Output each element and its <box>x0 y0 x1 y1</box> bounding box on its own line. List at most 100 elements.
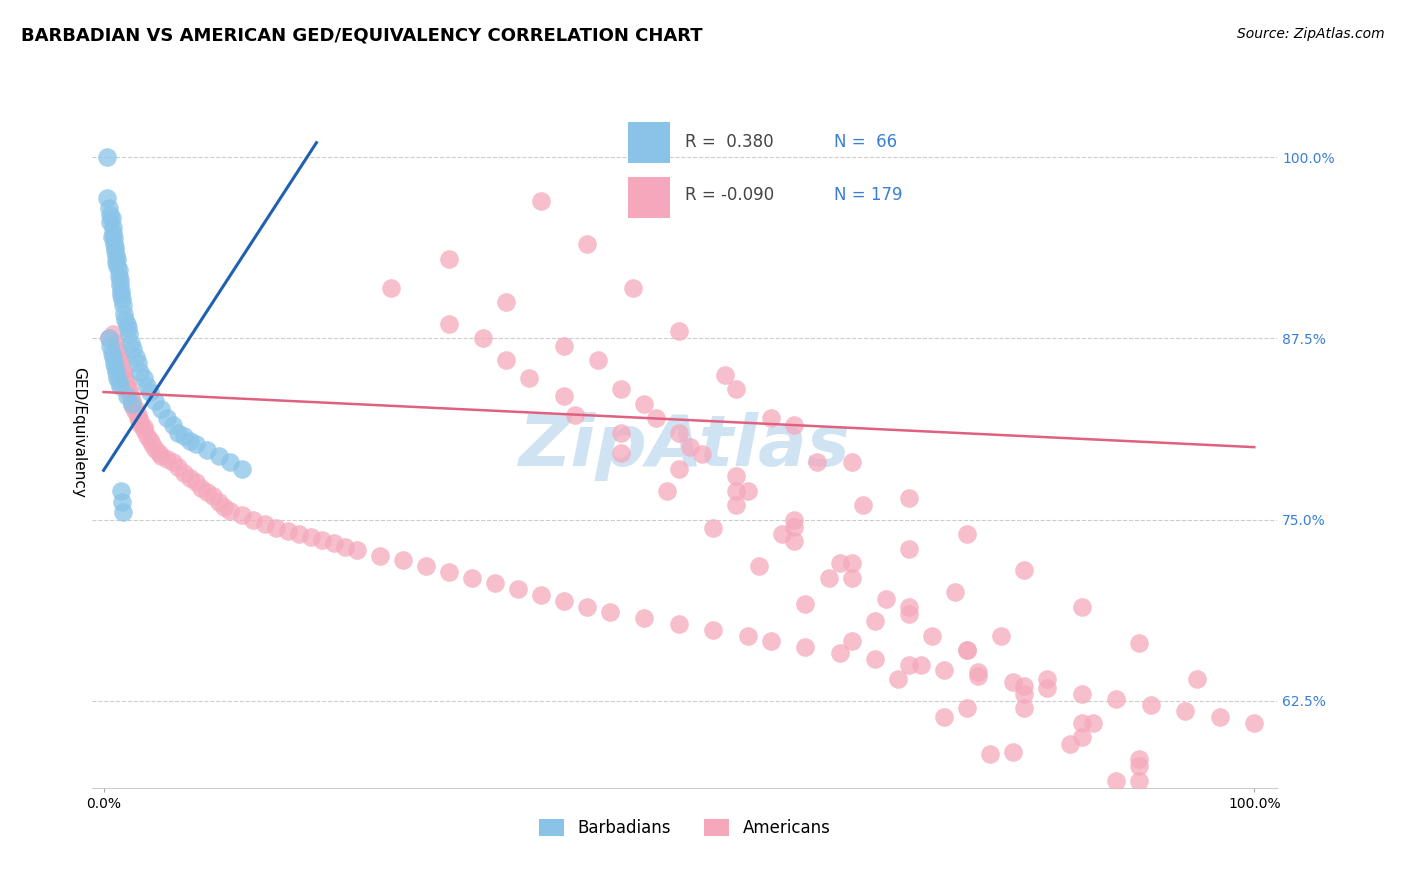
Point <box>143 393 166 408</box>
Point <box>690 447 713 461</box>
Point <box>111 495 134 509</box>
Point <box>725 469 748 483</box>
Point <box>1128 636 1150 650</box>
Point <box>98 331 121 345</box>
Point <box>898 541 921 556</box>
Point <box>1209 710 1232 724</box>
Point <box>772 527 794 541</box>
Point <box>955 701 977 715</box>
Point <box>105 365 128 379</box>
Point <box>100 215 122 229</box>
Y-axis label: GED/Equivalency: GED/Equivalency <box>72 368 86 498</box>
Point <box>231 462 253 476</box>
Point <box>1070 599 1092 614</box>
Point <box>108 277 131 292</box>
Point <box>668 617 690 632</box>
Point <box>368 549 391 563</box>
Point <box>195 443 218 458</box>
Point <box>783 418 806 433</box>
Point <box>127 356 149 370</box>
Point <box>121 393 143 408</box>
Point <box>898 607 921 621</box>
Point <box>117 321 139 335</box>
Point <box>702 623 724 637</box>
Point <box>898 657 921 672</box>
Point <box>105 249 128 263</box>
Point <box>219 455 242 469</box>
Point <box>841 455 863 469</box>
Point <box>118 382 141 396</box>
Point <box>114 312 136 326</box>
Point <box>184 475 207 489</box>
Point <box>112 366 135 380</box>
Point <box>599 606 621 620</box>
Point <box>107 268 129 283</box>
Point <box>299 530 322 544</box>
Point <box>231 508 253 523</box>
Point <box>125 351 148 365</box>
Point <box>725 498 748 512</box>
Point <box>100 346 122 360</box>
Point <box>380 280 402 294</box>
Point <box>564 409 586 423</box>
Point <box>190 481 212 495</box>
Point <box>437 252 460 266</box>
Point <box>129 414 152 428</box>
Point <box>610 382 633 396</box>
Point <box>219 504 242 518</box>
Point <box>645 411 668 425</box>
Text: BARBADIAN VS AMERICAN GED/EQUIVALENCY CORRELATION CHART: BARBADIAN VS AMERICAN GED/EQUIVALENCY CO… <box>21 27 703 45</box>
Point <box>138 385 160 400</box>
Point <box>1001 675 1024 690</box>
Point <box>98 331 121 345</box>
Point <box>415 559 437 574</box>
Point <box>105 254 128 268</box>
Point <box>150 449 173 463</box>
Point <box>530 194 553 208</box>
Point <box>112 307 135 321</box>
Point <box>1012 563 1035 577</box>
Point <box>553 389 575 403</box>
Point <box>588 353 610 368</box>
Point <box>148 446 170 460</box>
Point <box>122 342 145 356</box>
Point <box>979 747 1001 762</box>
Point <box>103 231 125 245</box>
Point <box>179 434 201 449</box>
Point <box>817 571 839 585</box>
Point <box>1243 715 1265 730</box>
Point <box>725 483 748 498</box>
Point <box>1012 687 1035 701</box>
Point <box>156 451 179 466</box>
Point <box>108 379 131 393</box>
Point <box>322 536 344 550</box>
Point <box>495 295 517 310</box>
Point <box>714 368 737 382</box>
Point <box>955 643 977 657</box>
Point <box>1174 704 1197 718</box>
Point <box>633 611 655 625</box>
Point <box>136 379 159 393</box>
Point <box>264 521 287 535</box>
Point <box>110 284 132 298</box>
Point <box>1059 737 1081 751</box>
Point <box>990 629 1012 643</box>
Point <box>101 326 124 341</box>
Point <box>943 585 966 599</box>
Point <box>668 462 690 476</box>
Point <box>150 402 173 417</box>
Point <box>104 240 127 254</box>
Point <box>288 527 311 541</box>
Point <box>208 495 231 509</box>
Point <box>110 353 132 368</box>
Point <box>214 500 236 514</box>
Point <box>702 521 724 535</box>
Point <box>115 389 138 403</box>
Point <box>759 634 782 648</box>
Point <box>1128 752 1150 766</box>
Point <box>668 425 690 440</box>
Point <box>132 370 155 384</box>
Point <box>1070 687 1092 701</box>
Point <box>783 513 806 527</box>
Point <box>1105 692 1128 706</box>
